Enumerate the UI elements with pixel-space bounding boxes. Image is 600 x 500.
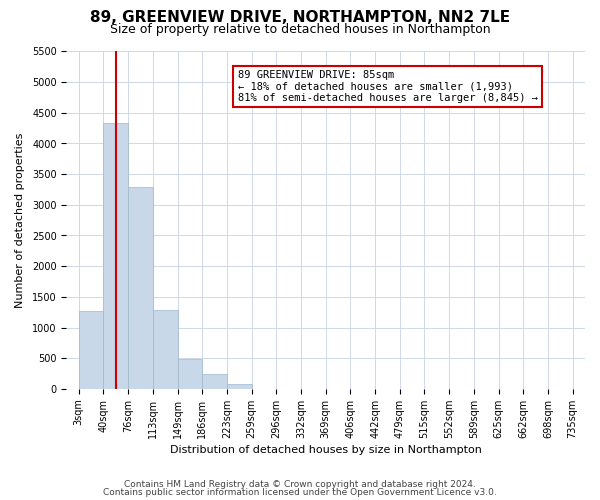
Bar xyxy=(79,311,103,389)
Bar xyxy=(202,374,227,389)
X-axis label: Distribution of detached houses by size in Northampton: Distribution of detached houses by size … xyxy=(170,445,482,455)
Bar xyxy=(178,360,202,389)
Y-axis label: Number of detached properties: Number of detached properties xyxy=(15,132,25,308)
Text: 89 GREENVIEW DRIVE: 85sqm
← 18% of detached houses are smaller (1,993)
81% of se: 89 GREENVIEW DRIVE: 85sqm ← 18% of detac… xyxy=(238,70,538,103)
Text: Contains public sector information licensed under the Open Government Licence v3: Contains public sector information licen… xyxy=(103,488,497,497)
Bar xyxy=(153,310,178,389)
Bar xyxy=(128,187,153,389)
Text: Size of property relative to detached houses in Northampton: Size of property relative to detached ho… xyxy=(110,22,490,36)
Bar xyxy=(227,384,251,389)
Text: 89, GREENVIEW DRIVE, NORTHAMPTON, NN2 7LE: 89, GREENVIEW DRIVE, NORTHAMPTON, NN2 7L… xyxy=(90,10,510,25)
Text: Contains HM Land Registry data © Crown copyright and database right 2024.: Contains HM Land Registry data © Crown c… xyxy=(124,480,476,489)
Bar xyxy=(103,124,128,389)
